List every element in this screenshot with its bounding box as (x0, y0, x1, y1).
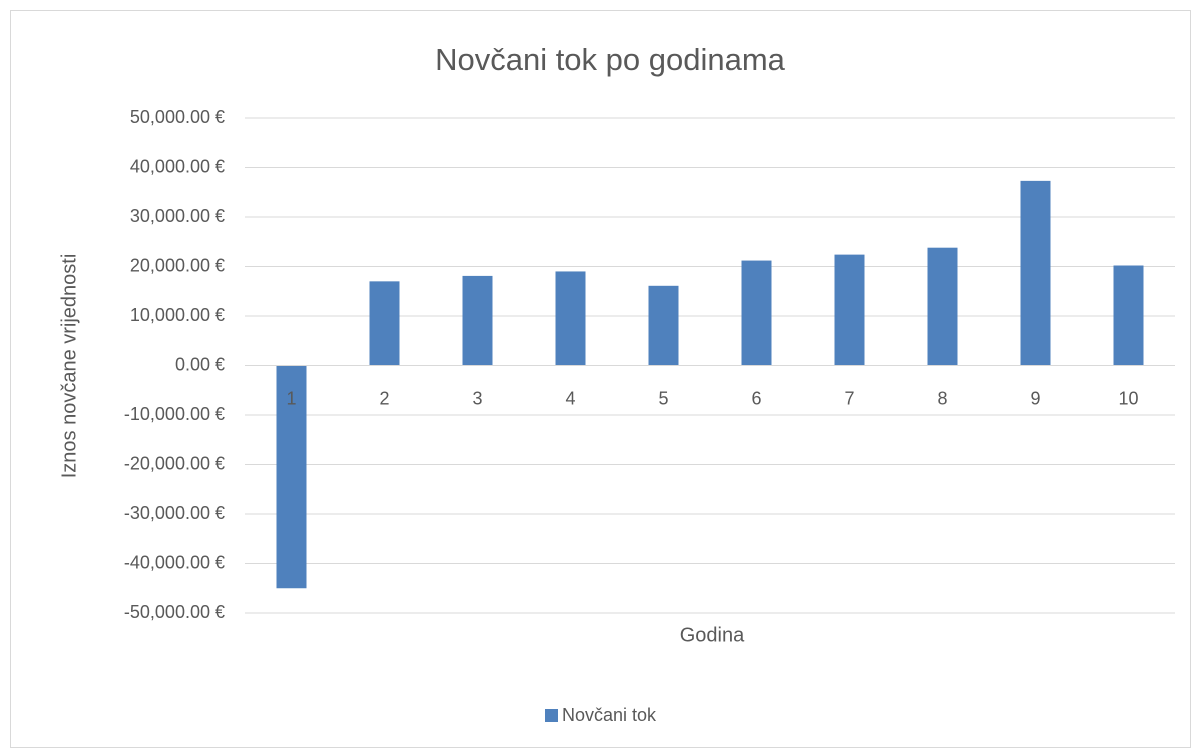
bar (834, 254, 865, 366)
x-tick-label: 4 (565, 388, 575, 408)
x-tick-label: 2 (379, 388, 389, 408)
x-tick-label: 10 (1118, 388, 1138, 408)
bar (741, 260, 772, 366)
y-tick-label: -20,000.00 € (124, 453, 225, 473)
bar (276, 365, 307, 589)
x-tick-label: 7 (844, 388, 854, 408)
x-tick-label: 3 (472, 388, 482, 408)
y-tick-label: 0.00 € (175, 354, 225, 374)
bar (462, 275, 493, 366)
bar (648, 285, 679, 366)
y-tick-label: -50,000.00 € (124, 602, 225, 622)
y-tick-label: 30,000.00 € (130, 206, 225, 226)
y-tick-label: 20,000.00 € (130, 255, 225, 275)
y-tick-label: -30,000.00 € (124, 503, 225, 523)
y-axis-label: Iznos novčane vrijednosti (58, 254, 80, 479)
y-tick-label: 10,000.00 € (130, 305, 225, 325)
bar (927, 247, 958, 366)
y-tick-label: -40,000.00 € (124, 552, 225, 572)
chart-title: Novčani tok po godinama (435, 42, 786, 77)
bar (1113, 265, 1144, 366)
bar (369, 281, 400, 366)
legend-label: Novčani tok (562, 705, 657, 725)
legend-swatch (545, 709, 558, 722)
x-axis-label: Godina (680, 624, 745, 646)
bar (555, 271, 586, 366)
y-tick-label: 50,000.00 € (130, 107, 225, 127)
x-tick-label: 9 (1030, 388, 1040, 408)
x-tick-label: 5 (658, 388, 668, 408)
x-tick-label: 6 (751, 388, 761, 408)
y-tick-label: 40,000.00 € (130, 156, 225, 176)
y-tick-label: -10,000.00 € (124, 404, 225, 424)
x-tick-label: 8 (937, 388, 947, 408)
x-tick-label: 1 (286, 388, 296, 408)
chart-border (10, 10, 1191, 748)
bar (1020, 180, 1051, 366)
